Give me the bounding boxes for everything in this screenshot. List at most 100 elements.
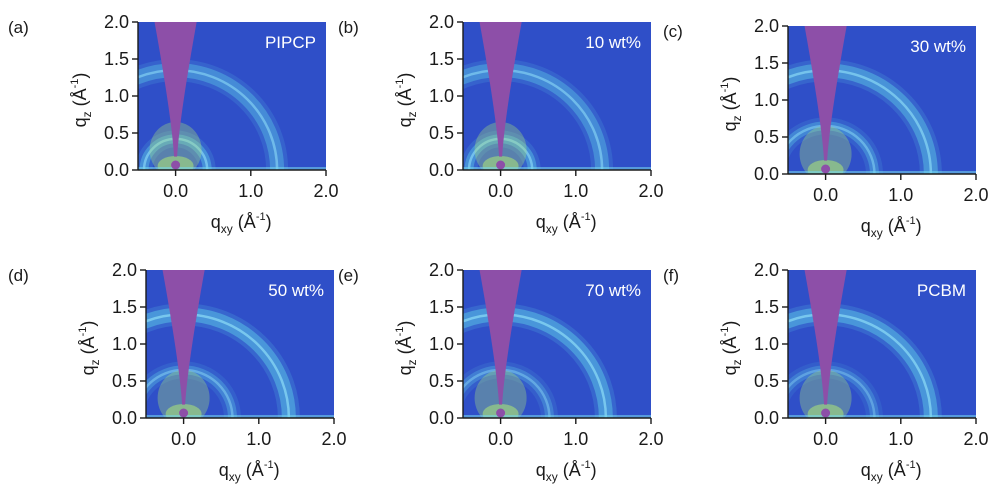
y-tick-label: 1.0 [754, 90, 779, 110]
y-tick-label: 1.5 [429, 297, 454, 317]
x-tick-label: 0.0 [813, 429, 838, 449]
x-tick-label: 1.0 [888, 429, 913, 449]
heatmap-area [788, 26, 976, 174]
y-tick-label: 1.5 [112, 297, 137, 317]
panel-letter: (c) [663, 22, 683, 41]
beamstop-wedge [162, 270, 205, 405]
x-tick-label: 1.0 [888, 185, 913, 205]
y-tick-label: 2.0 [112, 260, 137, 280]
y-tick-label: 1.0 [112, 334, 137, 354]
x-axis-label: qxy (Å-1) [536, 459, 597, 484]
sample-label: 10 wt% [585, 33, 641, 52]
beamstop-wedge [479, 270, 522, 405]
y-axis-label: qz (Å-1) [77, 321, 102, 376]
y-axis-label: qz (Å-1) [394, 321, 419, 376]
beamstop-wedge [804, 270, 847, 405]
horizon-line [788, 415, 976, 418]
sample-label: 30 wt% [910, 37, 966, 56]
x-tick-label: 2.0 [638, 181, 663, 201]
y-tick-label: 1.5 [104, 49, 129, 69]
beamstop-dot [821, 164, 831, 174]
y-tick-label: 0.0 [429, 160, 454, 180]
x-tick-label: 2.0 [638, 429, 663, 449]
heatmap-area [463, 22, 651, 170]
beamstop-dot [179, 408, 189, 418]
x-tick-label: 1.0 [246, 429, 271, 449]
panel-letter: (d) [8, 266, 29, 285]
x-tick-label: 2.0 [963, 429, 988, 449]
y-tick-label: 0.0 [754, 164, 779, 184]
x-tick-label: 0.0 [163, 181, 188, 201]
y-tick-label: 2.0 [754, 260, 779, 280]
panel-d: 0.0 0.5 1.0 1.5 2.0 0.0 1.0 2.0 qxy (Å-1) qz (Å-1… [8, 260, 347, 484]
x-tick-label: 0.0 [171, 429, 196, 449]
x-axis-label: qxy (Å-1) [861, 215, 922, 240]
beamstop-dot [496, 408, 506, 418]
horizon-line [138, 167, 326, 170]
x-axis-label: qxy (Å-1) [211, 211, 272, 236]
y-tick-label: 0.5 [429, 371, 454, 391]
panel-letter: (a) [8, 18, 29, 37]
panel-letter: (e) [338, 266, 359, 285]
beamstop-wedge [154, 22, 197, 157]
y-tick-label: 1.5 [754, 53, 779, 73]
y-tick-label: 0.0 [104, 160, 129, 180]
y-tick-label: 1.5 [754, 297, 779, 317]
heatmap-area [463, 270, 651, 418]
sample-label: PCBM [917, 281, 966, 300]
y-tick-label: 0.5 [104, 123, 129, 143]
y-axis-label: qz (Å-1) [719, 77, 744, 132]
sample-label: 50 wt% [268, 281, 324, 300]
x-tick-label: 1.0 [238, 181, 263, 201]
y-tick-label: 0.5 [754, 371, 779, 391]
y-tick-label: 1.0 [429, 86, 454, 106]
panel-letter: (b) [338, 18, 359, 37]
y-axis-label: qz (Å-1) [394, 73, 419, 128]
panel-a: 0.0 0.5 1.0 1.5 2.0 0.0 1.0 2.0 qxy (Å-1) qz (Å-1… [8, 12, 339, 236]
x-tick-label: 0.0 [488, 181, 513, 201]
horizon-line [788, 171, 976, 174]
panel-b: 0.0 0.5 1.0 1.5 2.0 0.0 1.0 2.0 qxy (Å-1) qz (Å-1… [338, 12, 664, 236]
beamstop-wedge [804, 26, 847, 161]
beamstop-wedge [479, 22, 522, 157]
x-tick-label: 2.0 [321, 429, 346, 449]
sample-label: 70 wt% [585, 281, 641, 300]
x-axis-label: qxy (Å-1) [219, 459, 280, 484]
x-tick-label: 0.0 [488, 429, 513, 449]
y-tick-label: 0.5 [754, 127, 779, 147]
y-tick-label: 2.0 [754, 16, 779, 36]
horizon-line [463, 167, 651, 170]
x-tick-label: 1.0 [563, 429, 588, 449]
y-axis-label: qz (Å-1) [719, 321, 744, 376]
y-tick-label: 0.5 [112, 371, 137, 391]
horizon-line [146, 415, 334, 418]
x-axis-label: qxy (Å-1) [861, 459, 922, 484]
beamstop-dot [171, 160, 181, 170]
y-tick-label: 2.0 [104, 12, 129, 32]
panel-e: 0.0 0.5 1.0 1.5 2.0 0.0 1.0 2.0 qxy (Å-1) qz (Å-1… [338, 260, 664, 484]
y-tick-label: 2.0 [429, 260, 454, 280]
x-tick-label: 2.0 [313, 181, 338, 201]
panel-c: 0.0 0.5 1.0 1.5 2.0 0.0 1.0 2.0 qxy (Å-1) qz (Å-1… [663, 16, 989, 240]
horizon-line [463, 415, 651, 418]
y-tick-label: 1.5 [429, 49, 454, 69]
x-tick-label: 1.0 [563, 181, 588, 201]
y-axis-label: qz (Å-1) [69, 73, 94, 128]
panel-letter: (f) [663, 266, 679, 285]
x-tick-label: 0.0 [813, 185, 838, 205]
y-tick-label: 1.0 [429, 334, 454, 354]
sample-label: PIPCP [265, 33, 316, 52]
y-tick-label: 1.0 [754, 334, 779, 354]
y-tick-label: 0.5 [429, 123, 454, 143]
panel-f: 0.0 0.5 1.0 1.5 2.0 0.0 1.0 2.0 qxy (Å-1) qz (Å-1… [663, 260, 989, 484]
y-tick-label: 2.0 [429, 12, 454, 32]
beamstop-dot [496, 160, 506, 170]
x-axis-label: qxy (Å-1) [536, 211, 597, 236]
y-tick-label: 0.0 [429, 408, 454, 428]
y-tick-label: 0.0 [112, 408, 137, 428]
y-tick-label: 1.0 [104, 86, 129, 106]
beamstop-dot [821, 408, 831, 418]
y-tick-label: 0.0 [754, 408, 779, 428]
x-tick-label: 2.0 [963, 185, 988, 205]
